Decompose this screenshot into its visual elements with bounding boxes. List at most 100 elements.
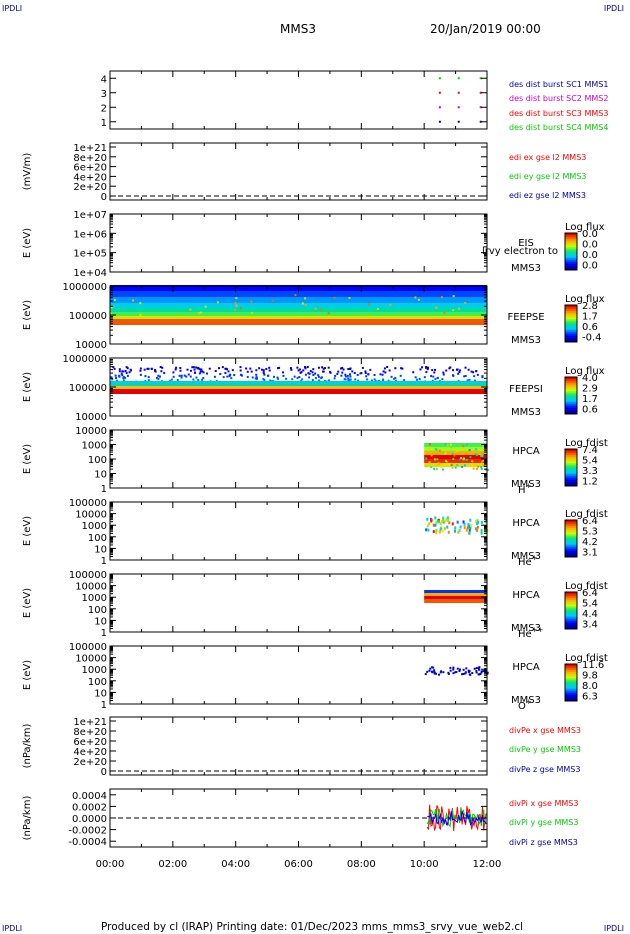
colorbar-segment <box>565 690 577 694</box>
heatmap-speckle <box>341 366 344 369</box>
y-tick-label: 4e+20 <box>73 747 107 758</box>
heatmap-speckle <box>314 372 317 375</box>
colorbar-segment <box>565 542 577 546</box>
instrument-label: EIS <box>518 238 534 249</box>
species-charge: ++ <box>532 626 544 634</box>
heatmap-speckle <box>481 454 484 457</box>
heatmap-speckle <box>172 375 175 378</box>
heatmap-speckle <box>278 366 281 369</box>
heatmap-speckle <box>462 520 465 524</box>
heatmap-speckle <box>191 366 194 369</box>
heatmap-speckle <box>436 376 439 379</box>
instrument-label: HPCA <box>512 662 540 673</box>
heatmap-speckle <box>472 450 475 453</box>
heatmap-speckle <box>463 522 466 526</box>
heatmap-speckle <box>451 522 454 526</box>
colorbar-segment <box>565 600 577 603</box>
heatmap-speckle <box>457 372 460 375</box>
heatmap-speckle <box>329 371 332 374</box>
y-axis-label: E (eV) <box>22 228 33 258</box>
y-axis-label: E (eV) <box>22 372 33 402</box>
heatmap-speckle <box>414 296 417 299</box>
heatmap-speckle <box>480 531 483 535</box>
heatmap-speckle <box>327 366 330 369</box>
heatmap-speckle <box>271 299 274 302</box>
heatmap-speckle <box>432 523 435 527</box>
heatmap-band <box>110 308 487 314</box>
y-tick-label: 2 <box>101 103 107 114</box>
heatmap-speckle <box>467 523 470 527</box>
colorbar-tick-label: 1.2 <box>582 477 598 488</box>
heatmap-speckle <box>388 369 391 372</box>
heatmap-speckle <box>327 312 330 315</box>
colorbar-tick-label: 3.1 <box>582 548 598 559</box>
colorbar-segment <box>565 409 577 413</box>
heatmap-speckle <box>255 369 258 372</box>
heatmap-speckle <box>110 312 113 315</box>
heatmap-speckle <box>317 375 320 378</box>
heatmap-speckle <box>179 366 182 369</box>
heatmap-speckle <box>469 525 472 529</box>
data-point <box>438 91 441 94</box>
heatmap-speckle <box>476 519 479 523</box>
y-tick-label: -0.0002 <box>68 826 107 837</box>
heatmap-speckle <box>433 468 436 471</box>
heatmap-speckle <box>454 466 457 469</box>
instrument-sc-label: MMS3 <box>511 551 541 562</box>
heatmap-speckle <box>475 667 478 670</box>
heatmap-speckle <box>258 367 261 370</box>
heatmap-speckle <box>192 378 195 381</box>
heatmap-speckle <box>438 462 441 465</box>
heatmap-speckle <box>485 521 488 525</box>
heatmap-speckle <box>443 527 446 531</box>
heatmap-speckle <box>434 516 437 520</box>
colorbar-segment <box>565 407 577 411</box>
colorbar-segment <box>565 678 577 681</box>
heatmap-band <box>110 389 487 394</box>
heatmap-speckle <box>442 518 445 522</box>
heatmap-speckle <box>126 374 129 377</box>
heatmap-speckle <box>389 303 392 306</box>
heatmap-speckle <box>467 670 470 673</box>
heatmap-band <box>424 459 487 463</box>
heatmap-speckle <box>441 378 444 381</box>
panel-hpca_h: 1 10 100 1000 10000 E (eV) MMS3 HPCA H+ Log fdist… <box>22 426 608 496</box>
heatmap-speckle <box>452 666 455 669</box>
colorbar-segment <box>565 329 577 333</box>
heatmap-speckle <box>147 367 150 370</box>
heatmap-speckle <box>425 457 428 460</box>
heatmap-speckle <box>235 297 238 300</box>
heatmap-speckle <box>468 524 471 528</box>
data-point <box>438 106 441 109</box>
y-tick-label: 1e+21 <box>73 717 107 728</box>
y-tick-label: 8e+20 <box>73 153 107 164</box>
y-axis-label: (nPa/km) <box>22 724 33 769</box>
heatmap-speckle <box>174 368 177 371</box>
colorbar-tick-label: 5.4 <box>582 599 598 610</box>
heatmap-speckle <box>323 379 326 382</box>
colorbar-segment <box>565 554 577 558</box>
heatmap-speckle <box>308 372 311 375</box>
instrument-sc-label: MMS3 <box>511 407 541 418</box>
heatmap-speckle <box>476 522 479 526</box>
heatmap-speckle <box>333 377 336 380</box>
heatmap-speckle <box>475 670 478 673</box>
colorbar-segment <box>565 467 577 471</box>
colorbar-title: Log fdist <box>565 509 608 520</box>
heatmap-speckle <box>154 368 157 371</box>
heatmap-speckle <box>479 454 482 457</box>
colorbar-segment <box>565 684 577 688</box>
heatmap-speckle <box>464 374 467 377</box>
heatmap-speckle <box>442 516 445 520</box>
heatmap-speckle <box>429 667 432 670</box>
colorbar-segment <box>565 389 577 392</box>
y-tick-label: -0.0004 <box>68 837 107 848</box>
heatmap-speckle <box>348 296 351 299</box>
heatmap-speckle <box>445 459 448 462</box>
legend-entry: divPi z gse MMS3 <box>509 838 578 847</box>
heatmap-speckle <box>465 528 468 532</box>
heatmap-speckle <box>477 465 480 468</box>
heatmap-speckle <box>452 369 455 372</box>
